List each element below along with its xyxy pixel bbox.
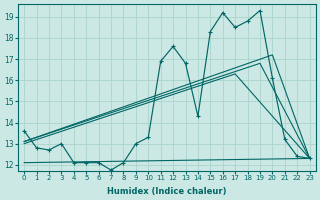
- X-axis label: Humidex (Indice chaleur): Humidex (Indice chaleur): [107, 187, 227, 196]
